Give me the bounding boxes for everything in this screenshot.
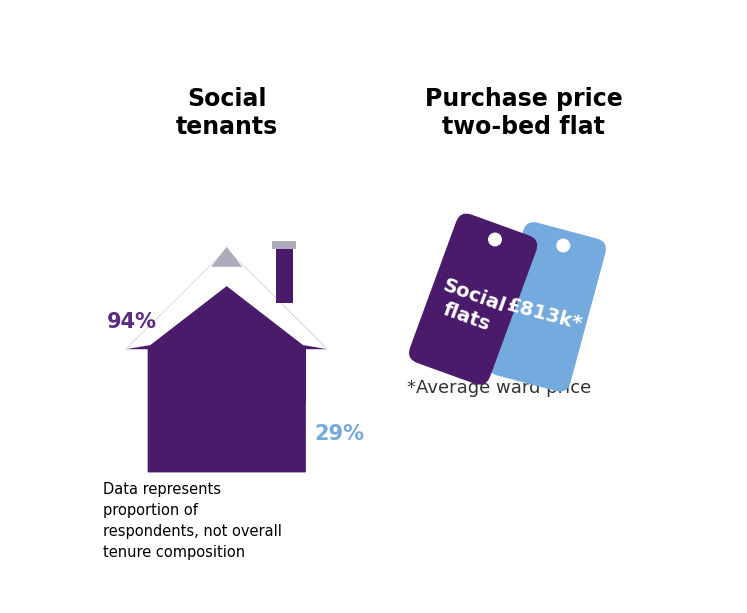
Bar	[148, 349, 306, 403]
Text: Social
tenants: Social tenants	[176, 88, 278, 139]
Polygon shape	[211, 247, 242, 267]
Text: Purchase price
two-bed flat: Purchase price two-bed flat	[424, 88, 622, 139]
Polygon shape	[126, 249, 327, 349]
Bar	[148, 403, 306, 473]
Bar	[276, 242, 293, 303]
Circle shape	[488, 232, 502, 246]
Text: Social
flats: Social flats	[433, 276, 508, 337]
Circle shape	[557, 238, 570, 253]
Text: *Average ward price: *Average ward price	[407, 379, 592, 397]
Text: 94%: 94%	[108, 312, 158, 332]
Text: £813k*: £813k*	[505, 295, 585, 333]
FancyBboxPatch shape	[409, 213, 537, 385]
Bar	[273, 242, 296, 249]
Text: Data represents
proportion of
respondents, not overall
tenure composition: Data represents proportion of respondent…	[102, 482, 282, 560]
Text: 29%: 29%	[314, 424, 365, 444]
Polygon shape	[126, 249, 327, 473]
FancyBboxPatch shape	[488, 222, 606, 392]
